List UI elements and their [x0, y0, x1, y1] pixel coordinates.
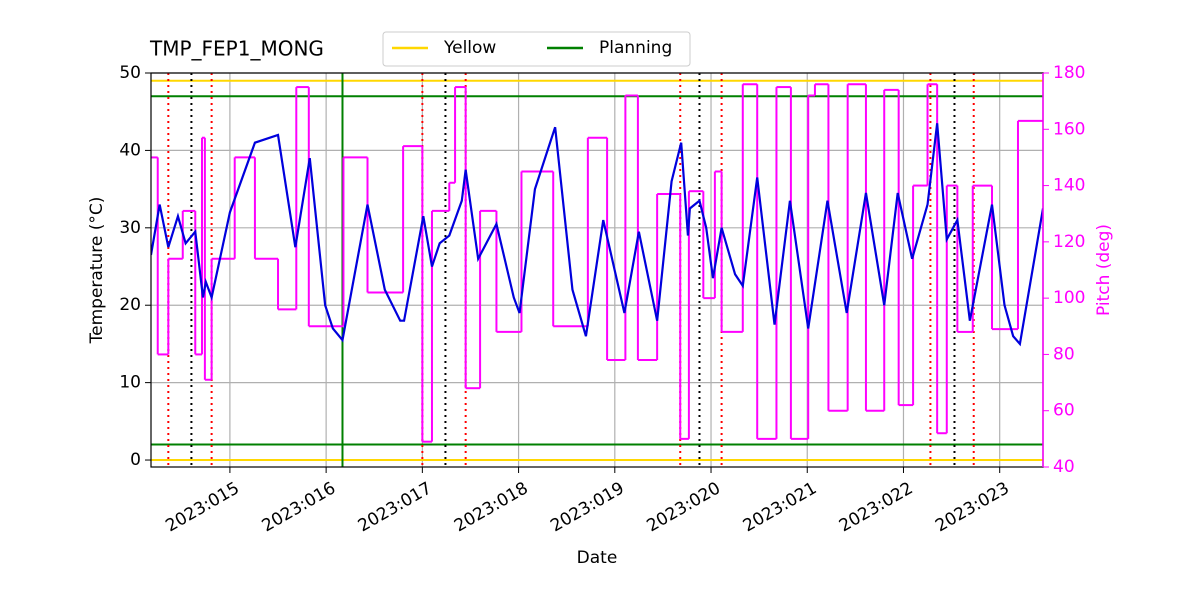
- plot-frame: [150, 72, 1044, 468]
- y2-tick-label: 80: [1053, 344, 1075, 364]
- y2-tick-label: 140: [1053, 176, 1085, 196]
- y2-tick-label: 100: [1053, 288, 1085, 308]
- chart-title: TMP_FEP1_MONG: [149, 37, 324, 61]
- legend-label: Yellow: [443, 38, 496, 58]
- y-tick-label: 40: [119, 140, 141, 160]
- y-tick-label: 50: [119, 63, 141, 83]
- x-tick-label: 2023:016: [259, 478, 340, 536]
- y2-tick-label: 160: [1053, 119, 1085, 139]
- y-axis-label: Temperature (°C): [87, 197, 107, 345]
- y2-tick-label: 40: [1053, 457, 1075, 477]
- x-tick-label: 2023:022: [836, 478, 917, 536]
- x-tick-label: 2023:023: [932, 478, 1013, 536]
- y2-axis-label: Pitch (deg): [1094, 224, 1114, 316]
- x-tick-label: 2023:015: [162, 478, 243, 536]
- x-axis-label: Date: [577, 548, 618, 568]
- x-tick-label: 2023:020: [643, 478, 724, 536]
- x-tick-label: 2023:018: [451, 478, 532, 536]
- y-tick-label: 30: [119, 218, 141, 238]
- y2-tick-label: 120: [1053, 232, 1085, 252]
- legend-label: Planning: [599, 38, 672, 58]
- temperature-line: [151, 123, 1043, 347]
- y2-tick-label: 180: [1053, 63, 1085, 83]
- x-tick-label: 2023:021: [740, 478, 821, 536]
- y-tick-label: 20: [119, 295, 141, 315]
- legend-box: [382, 31, 691, 67]
- y-tick-label: 10: [119, 373, 141, 393]
- x-tick-label: 2023:017: [355, 478, 436, 536]
- y2-tick-label: 60: [1053, 401, 1075, 421]
- x-tick-label: 2023:019: [547, 478, 628, 536]
- y-tick-label: 0: [130, 450, 141, 470]
